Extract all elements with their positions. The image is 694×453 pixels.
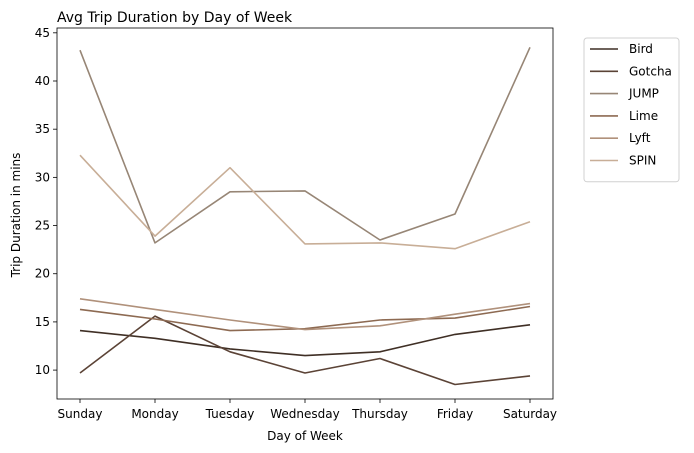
y-tick-label: 45 — [35, 26, 50, 40]
y-tick-label: 35 — [35, 122, 50, 136]
series-line-bird — [79, 324, 531, 357]
legend-label: JUMP — [628, 87, 659, 101]
series-line-spin — [79, 154, 531, 250]
y-tick-label: 15 — [35, 315, 50, 329]
axes: 10 15 20 25 30 35 40 45 Sunday Monday Tuesday Wedne… — [35, 26, 557, 421]
x-tick-label: Tuesday — [205, 407, 255, 421]
y-tick-label: 20 — [35, 267, 50, 281]
x-tick-label: Thursday — [351, 407, 408, 421]
legend-label: Gotcha — [629, 64, 672, 78]
legend-box — [583, 37, 680, 183]
legend-label: Bird — [629, 42, 653, 56]
y-tick-label: 10 — [35, 363, 50, 377]
legend-label: Lime — [629, 109, 658, 123]
legend-label: Lyft — [629, 131, 651, 145]
x-tick-label: Monday — [131, 407, 178, 421]
y-axis-label: Trip Duration in mins — [9, 153, 23, 279]
plot-frame — [56, 27, 554, 400]
chart-title: Avg Trip Duration by Day of Week — [57, 10, 293, 26]
plot-area — [79, 46, 531, 386]
legend-label: SPIN — [629, 154, 656, 168]
series-line-jump — [79, 46, 531, 244]
series-line-lyft — [79, 298, 531, 331]
x-tick-label: Friday — [437, 407, 473, 421]
x-tick-label: Saturday — [503, 407, 557, 421]
x-tick-label: Sunday — [58, 407, 103, 421]
y-tick-label: 25 — [35, 219, 50, 233]
y-tick-label: 30 — [35, 170, 50, 184]
x-tick-label: Wednesday — [270, 407, 339, 421]
x-axis-label: Day of Week — [267, 429, 343, 443]
series-line-gotcha — [79, 315, 531, 386]
y-tick-label: 40 — [35, 74, 50, 88]
legend: Bird Gotcha JUMP Lime Lyft SPIN — [583, 37, 680, 183]
series-line-lime — [79, 305, 531, 332]
